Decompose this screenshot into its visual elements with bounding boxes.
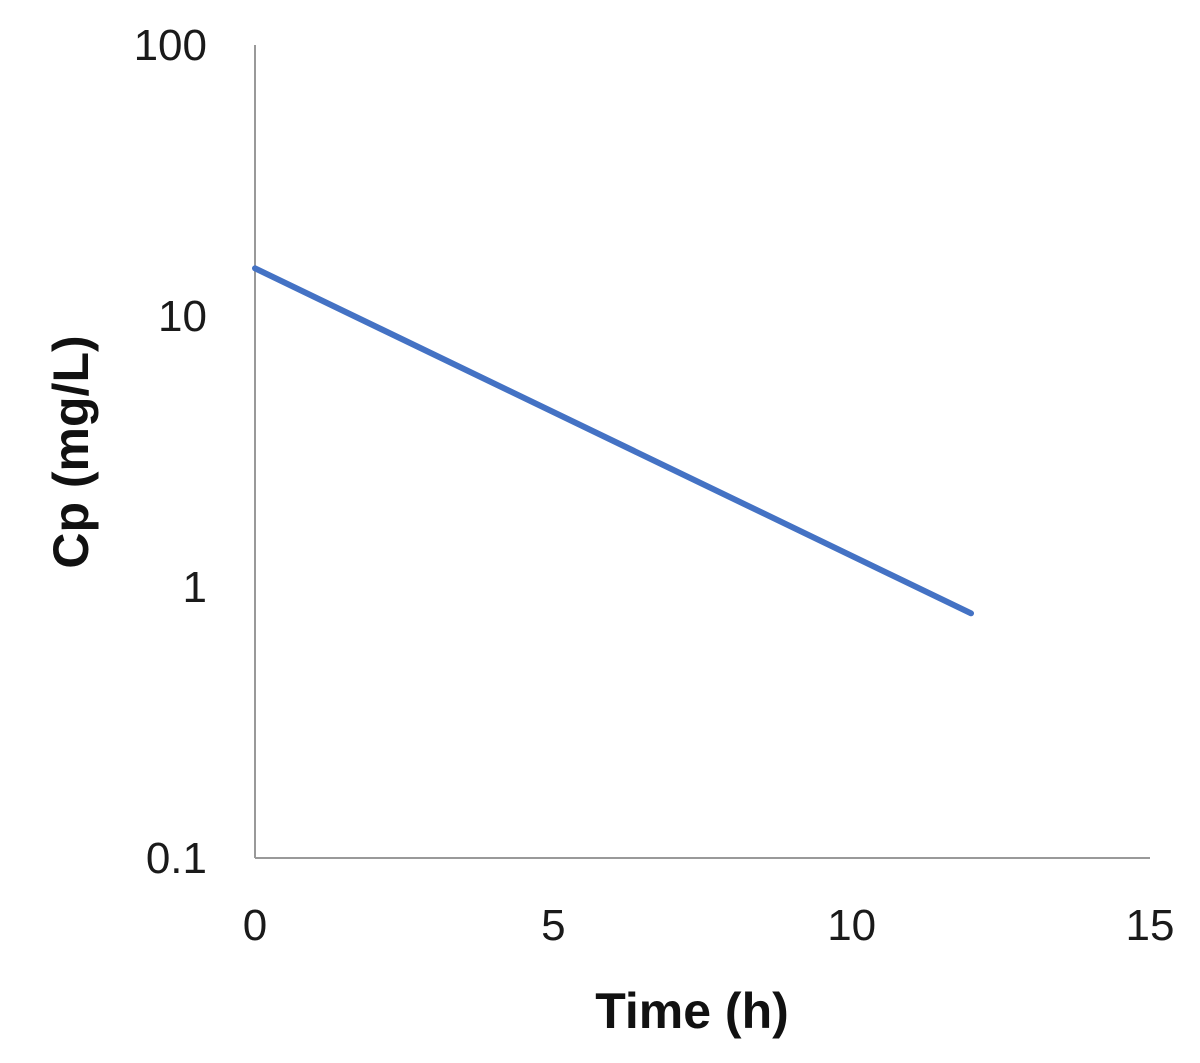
series-line-cp — [252, 265, 974, 617]
x-tick-label: 15 — [1126, 901, 1175, 950]
x-tick-label: 10 — [827, 901, 876, 950]
x-tick-labels: 0 5 10 15 — [243, 901, 1175, 950]
y-axis-title: Cp (mg/L) — [43, 335, 99, 568]
y-tick-label: 10 — [158, 292, 207, 341]
axes — [254, 45, 1150, 859]
y-tick-labels: 0.1 1 10 100 — [134, 21, 207, 883]
y-tick-label: 0.1 — [146, 834, 207, 883]
y-tick-label: 1 — [183, 563, 207, 612]
y-tick-label: 100 — [134, 21, 207, 70]
x-tick-label: 5 — [541, 901, 565, 950]
series-group — [252, 265, 974, 617]
x-tick-label: 0 — [243, 901, 267, 950]
x-axis-title: Time (h) — [595, 983, 789, 1039]
